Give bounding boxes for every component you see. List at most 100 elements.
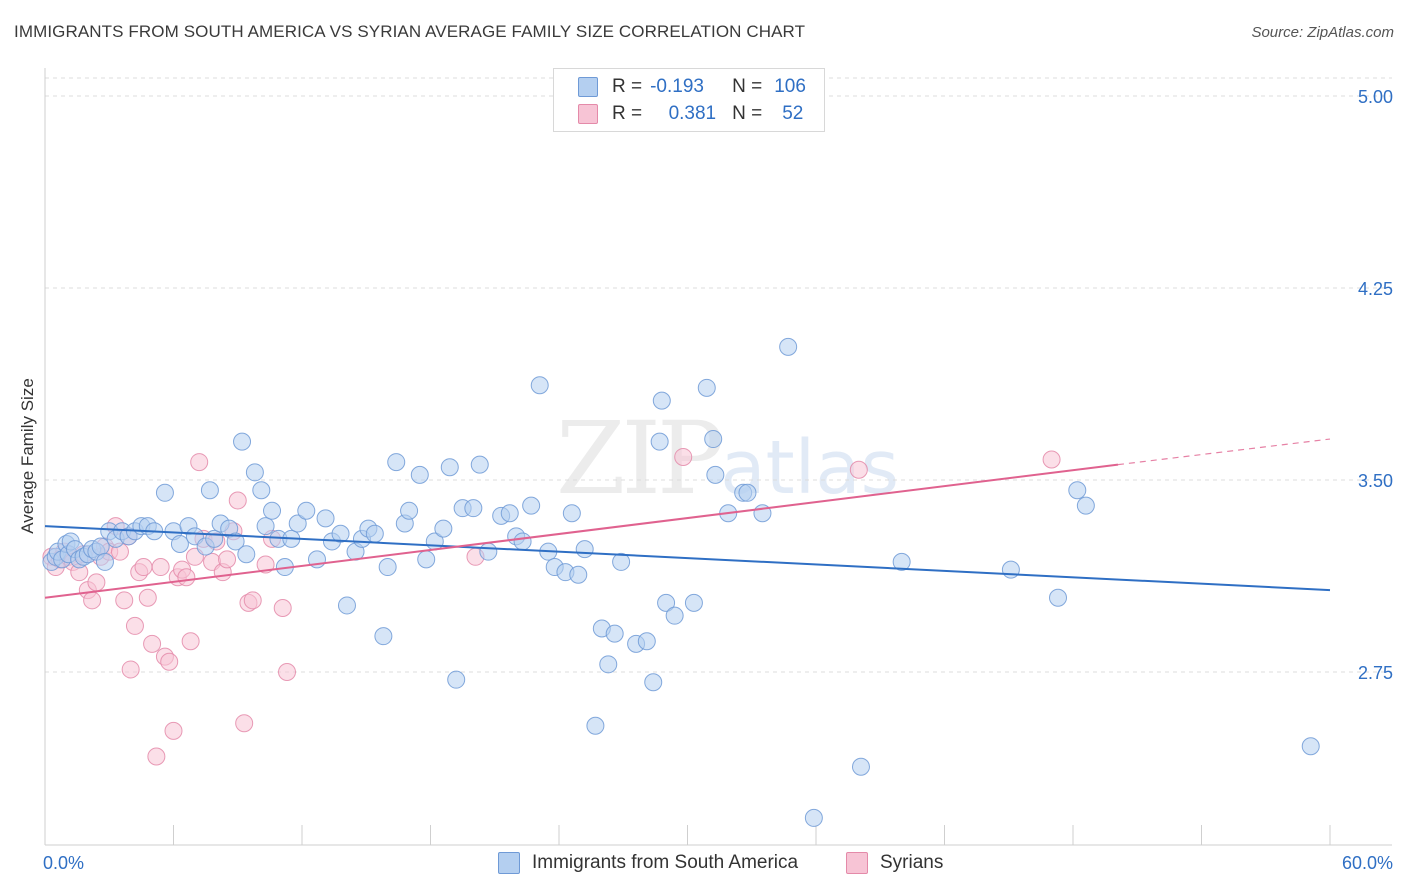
axes xyxy=(44,68,1392,846)
south-america-point xyxy=(233,432,252,451)
south-america-point xyxy=(652,391,671,410)
legend-n-label: N = xyxy=(732,103,763,124)
south-america-point xyxy=(205,529,224,548)
south-america-point xyxy=(316,509,335,528)
south-america-point xyxy=(892,552,911,571)
south-america-point xyxy=(575,540,594,559)
south-america-point xyxy=(738,483,757,502)
blue-swatch xyxy=(498,852,520,874)
south-america-point xyxy=(288,514,307,533)
legend-r-label: R = xyxy=(612,103,643,124)
south-america-point xyxy=(569,565,588,584)
south-america-point xyxy=(513,532,532,551)
south-america-point xyxy=(378,558,397,577)
south-america-point xyxy=(522,496,541,515)
bottom-legend-syrians: Syrians xyxy=(846,852,943,874)
legend-n-value: 52 xyxy=(782,103,804,124)
south-america-point xyxy=(91,537,110,556)
y-tick-label: 2.75 xyxy=(1358,663,1393,683)
syrians-point xyxy=(674,447,693,466)
pink-swatch xyxy=(846,852,868,874)
south-america-point xyxy=(599,655,618,674)
south-america-point xyxy=(650,432,669,451)
syrians-points xyxy=(42,447,1061,766)
south-america-point xyxy=(479,542,498,561)
syrians-point xyxy=(134,558,153,577)
legend-r-value: 0.381 xyxy=(668,103,717,124)
syrians-point xyxy=(164,721,183,740)
syrians-trend-line xyxy=(44,463,1119,599)
south-america-point xyxy=(637,632,656,651)
syrians-point xyxy=(218,550,237,569)
south-america-point xyxy=(470,455,489,474)
south-america-point xyxy=(337,596,356,615)
south-america-point xyxy=(297,501,316,520)
south-america-point xyxy=(263,501,282,520)
syrians-point xyxy=(190,453,209,472)
x-tick-label-left: 0.0% xyxy=(43,853,84,873)
south-america-point xyxy=(200,481,219,500)
south-america-point xyxy=(500,504,519,523)
bottom-legend-label: Syrians xyxy=(880,852,944,873)
south-america-point xyxy=(605,624,624,643)
bottom-legend-south-america: Immigrants from South America xyxy=(498,852,798,874)
legend-r-label: R = xyxy=(612,76,643,97)
south-america-trend-line xyxy=(44,525,1331,592)
y-tick-labels: 2.75 3.50 4.25 5.00 xyxy=(1358,87,1393,683)
syrians-point xyxy=(143,634,162,653)
legend-r-value: -0.193 xyxy=(650,76,704,97)
south-america-points xyxy=(42,337,1320,827)
south-america-point xyxy=(440,458,459,477)
south-america-point xyxy=(562,504,581,523)
south-america-point xyxy=(95,552,114,571)
legend-n-label: N = xyxy=(732,76,763,97)
syrians-point xyxy=(87,573,106,592)
south-america-point xyxy=(665,606,684,625)
syrians-point xyxy=(256,555,275,574)
syrians-point xyxy=(849,460,868,479)
south-america-point xyxy=(434,519,453,538)
south-america-point xyxy=(155,483,174,502)
south-america-point xyxy=(1076,496,1095,515)
syrians-point xyxy=(181,632,200,651)
south-america-point xyxy=(400,501,419,520)
trend-lines xyxy=(44,438,1331,599)
south-america-point xyxy=(226,532,245,551)
syrians-point xyxy=(160,652,179,671)
south-america-point xyxy=(644,673,663,692)
south-america-point xyxy=(256,517,275,536)
south-america-point xyxy=(365,524,384,543)
south-america-point xyxy=(1001,560,1020,579)
syrians-point xyxy=(115,591,134,610)
south-america-point xyxy=(684,593,703,612)
source-label: Source: ZipAtlas.com xyxy=(1251,24,1394,41)
south-america-point xyxy=(417,550,436,569)
south-america-point xyxy=(387,453,406,472)
south-america-point xyxy=(704,430,723,449)
south-america-point xyxy=(1068,481,1087,500)
legend-row-syrians: R = 0.381 N = 52 xyxy=(578,103,803,125)
south-america-point xyxy=(374,627,393,646)
south-america-point xyxy=(1301,737,1320,756)
south-america-point xyxy=(464,499,483,518)
syrians-point xyxy=(177,568,196,587)
syrians-trend-extension xyxy=(1117,438,1331,466)
south-america-point xyxy=(447,670,466,689)
syrians-point xyxy=(138,588,157,607)
south-america-point xyxy=(252,481,271,500)
south-america-point xyxy=(779,337,798,356)
south-america-point xyxy=(237,545,256,564)
syrians-point xyxy=(243,591,262,610)
blue-swatch xyxy=(578,77,598,97)
legend-n-value: 106 xyxy=(774,76,806,97)
south-america-point xyxy=(706,465,725,484)
watermark-zip: ZIP xyxy=(556,400,724,517)
syrians-point xyxy=(228,491,247,510)
south-america-point xyxy=(170,535,189,553)
south-america-point xyxy=(657,593,676,612)
syrians-point xyxy=(125,616,144,635)
south-america-point xyxy=(245,463,264,482)
stats-legend: R = -0.193 N = 106 R = 0.381 N = 52 xyxy=(553,68,825,132)
y-tick-label: 5.00 xyxy=(1358,87,1393,107)
